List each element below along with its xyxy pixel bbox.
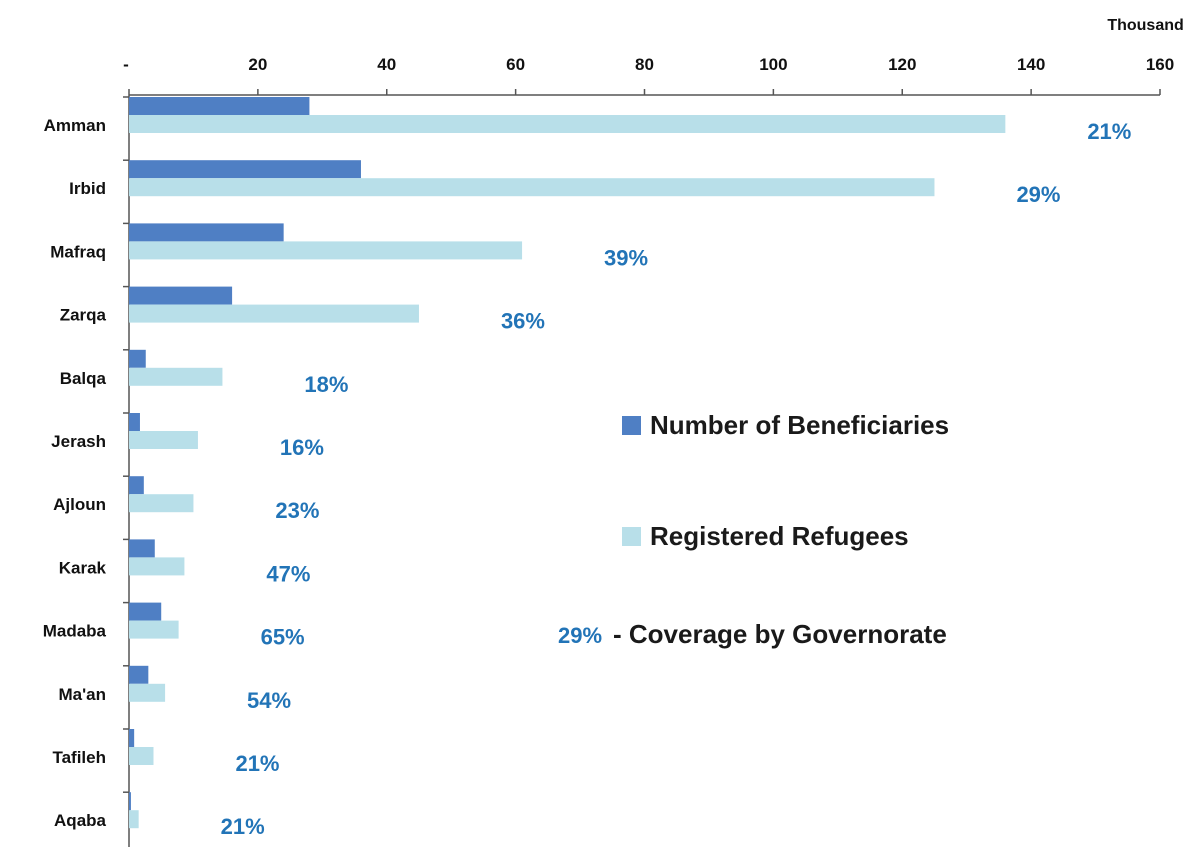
bar-beneficiaries	[129, 223, 284, 242]
coverage-label: 47%	[266, 561, 310, 586]
coverage-label: 65%	[261, 625, 305, 650]
x-tick-label: 160	[1146, 55, 1174, 74]
bar-beneficiaries	[129, 160, 361, 179]
category-label: Amman	[44, 116, 106, 135]
x-tick-label: 80	[635, 55, 654, 74]
bar-beneficiaries	[129, 413, 140, 431]
category-label: Balqa	[60, 369, 107, 388]
category-label: Jerash	[51, 432, 106, 451]
bar-registered-refugees	[129, 115, 1006, 133]
category-label: Mafraq	[50, 242, 106, 261]
category-label: Aqaba	[54, 811, 107, 830]
bar-beneficiaries	[129, 792, 131, 811]
coverage-label: 39%	[604, 245, 648, 270]
x-tick-label: 40	[377, 55, 396, 74]
legend-label: Registered Refugees	[650, 521, 909, 551]
coverage-label: 21%	[1087, 119, 1131, 144]
coverage-label: 23%	[275, 498, 319, 523]
bar-registered-refugees	[129, 178, 935, 197]
bar-registered-refugees	[129, 367, 223, 386]
bar-beneficiaries	[129, 97, 310, 115]
coverage-label: 54%	[247, 688, 291, 713]
x-tick-label: 100	[759, 55, 787, 74]
bar-registered-refugees	[129, 747, 154, 765]
bar-registered-refugees	[129, 494, 194, 513]
bar-registered-refugees	[129, 304, 419, 323]
x-tick-label: 60	[506, 55, 525, 74]
bar-beneficiaries	[129, 539, 155, 558]
legend-swatch-beneficiaries	[622, 416, 641, 435]
category-label: Ma'an	[59, 685, 107, 704]
category-label: Madaba	[43, 622, 107, 641]
coverage-label: 18%	[304, 372, 348, 397]
coverage-label: 21%	[221, 814, 265, 839]
bar-beneficiaries	[129, 729, 135, 747]
legend-coverage-example: 29%	[558, 623, 602, 648]
coverage-label: 29%	[1016, 182, 1060, 207]
x-tick-label: 120	[888, 55, 916, 74]
bar-beneficiaries	[129, 602, 162, 621]
bar-beneficiaries	[129, 476, 144, 495]
bar-registered-refugees	[129, 810, 139, 829]
bar-beneficiaries	[129, 286, 233, 305]
x-tick-label: 20	[248, 55, 267, 74]
category-label: Karak	[59, 558, 107, 577]
legend-coverage-note: - Coverage by Governorate	[613, 619, 947, 649]
coverage-label: 36%	[501, 309, 545, 334]
bar-beneficiaries	[129, 665, 149, 684]
units-label: Thousands	[1107, 17, 1183, 34]
bar-registered-refugees	[129, 683, 166, 702]
x-tick-label: -	[123, 55, 129, 74]
legend-label: Number of Beneficiaries	[650, 410, 949, 440]
category-label: Zarqa	[60, 306, 107, 325]
category-label: Tafileh	[52, 748, 106, 767]
bar-registered-refugees	[129, 241, 523, 260]
bar-registered-refugees	[129, 620, 179, 639]
x-tick-label: 140	[1017, 55, 1045, 74]
legend-swatch-registered-refugees	[622, 527, 641, 546]
bar-beneficiaries	[129, 349, 146, 368]
category-label: Irbid	[69, 179, 106, 198]
bar-registered-refugees	[129, 557, 185, 576]
coverage-label: 16%	[280, 435, 324, 460]
bar-registered-refugees	[129, 431, 198, 449]
category-label: Ajloun	[53, 495, 106, 514]
coverage-label: 21%	[235, 751, 279, 776]
